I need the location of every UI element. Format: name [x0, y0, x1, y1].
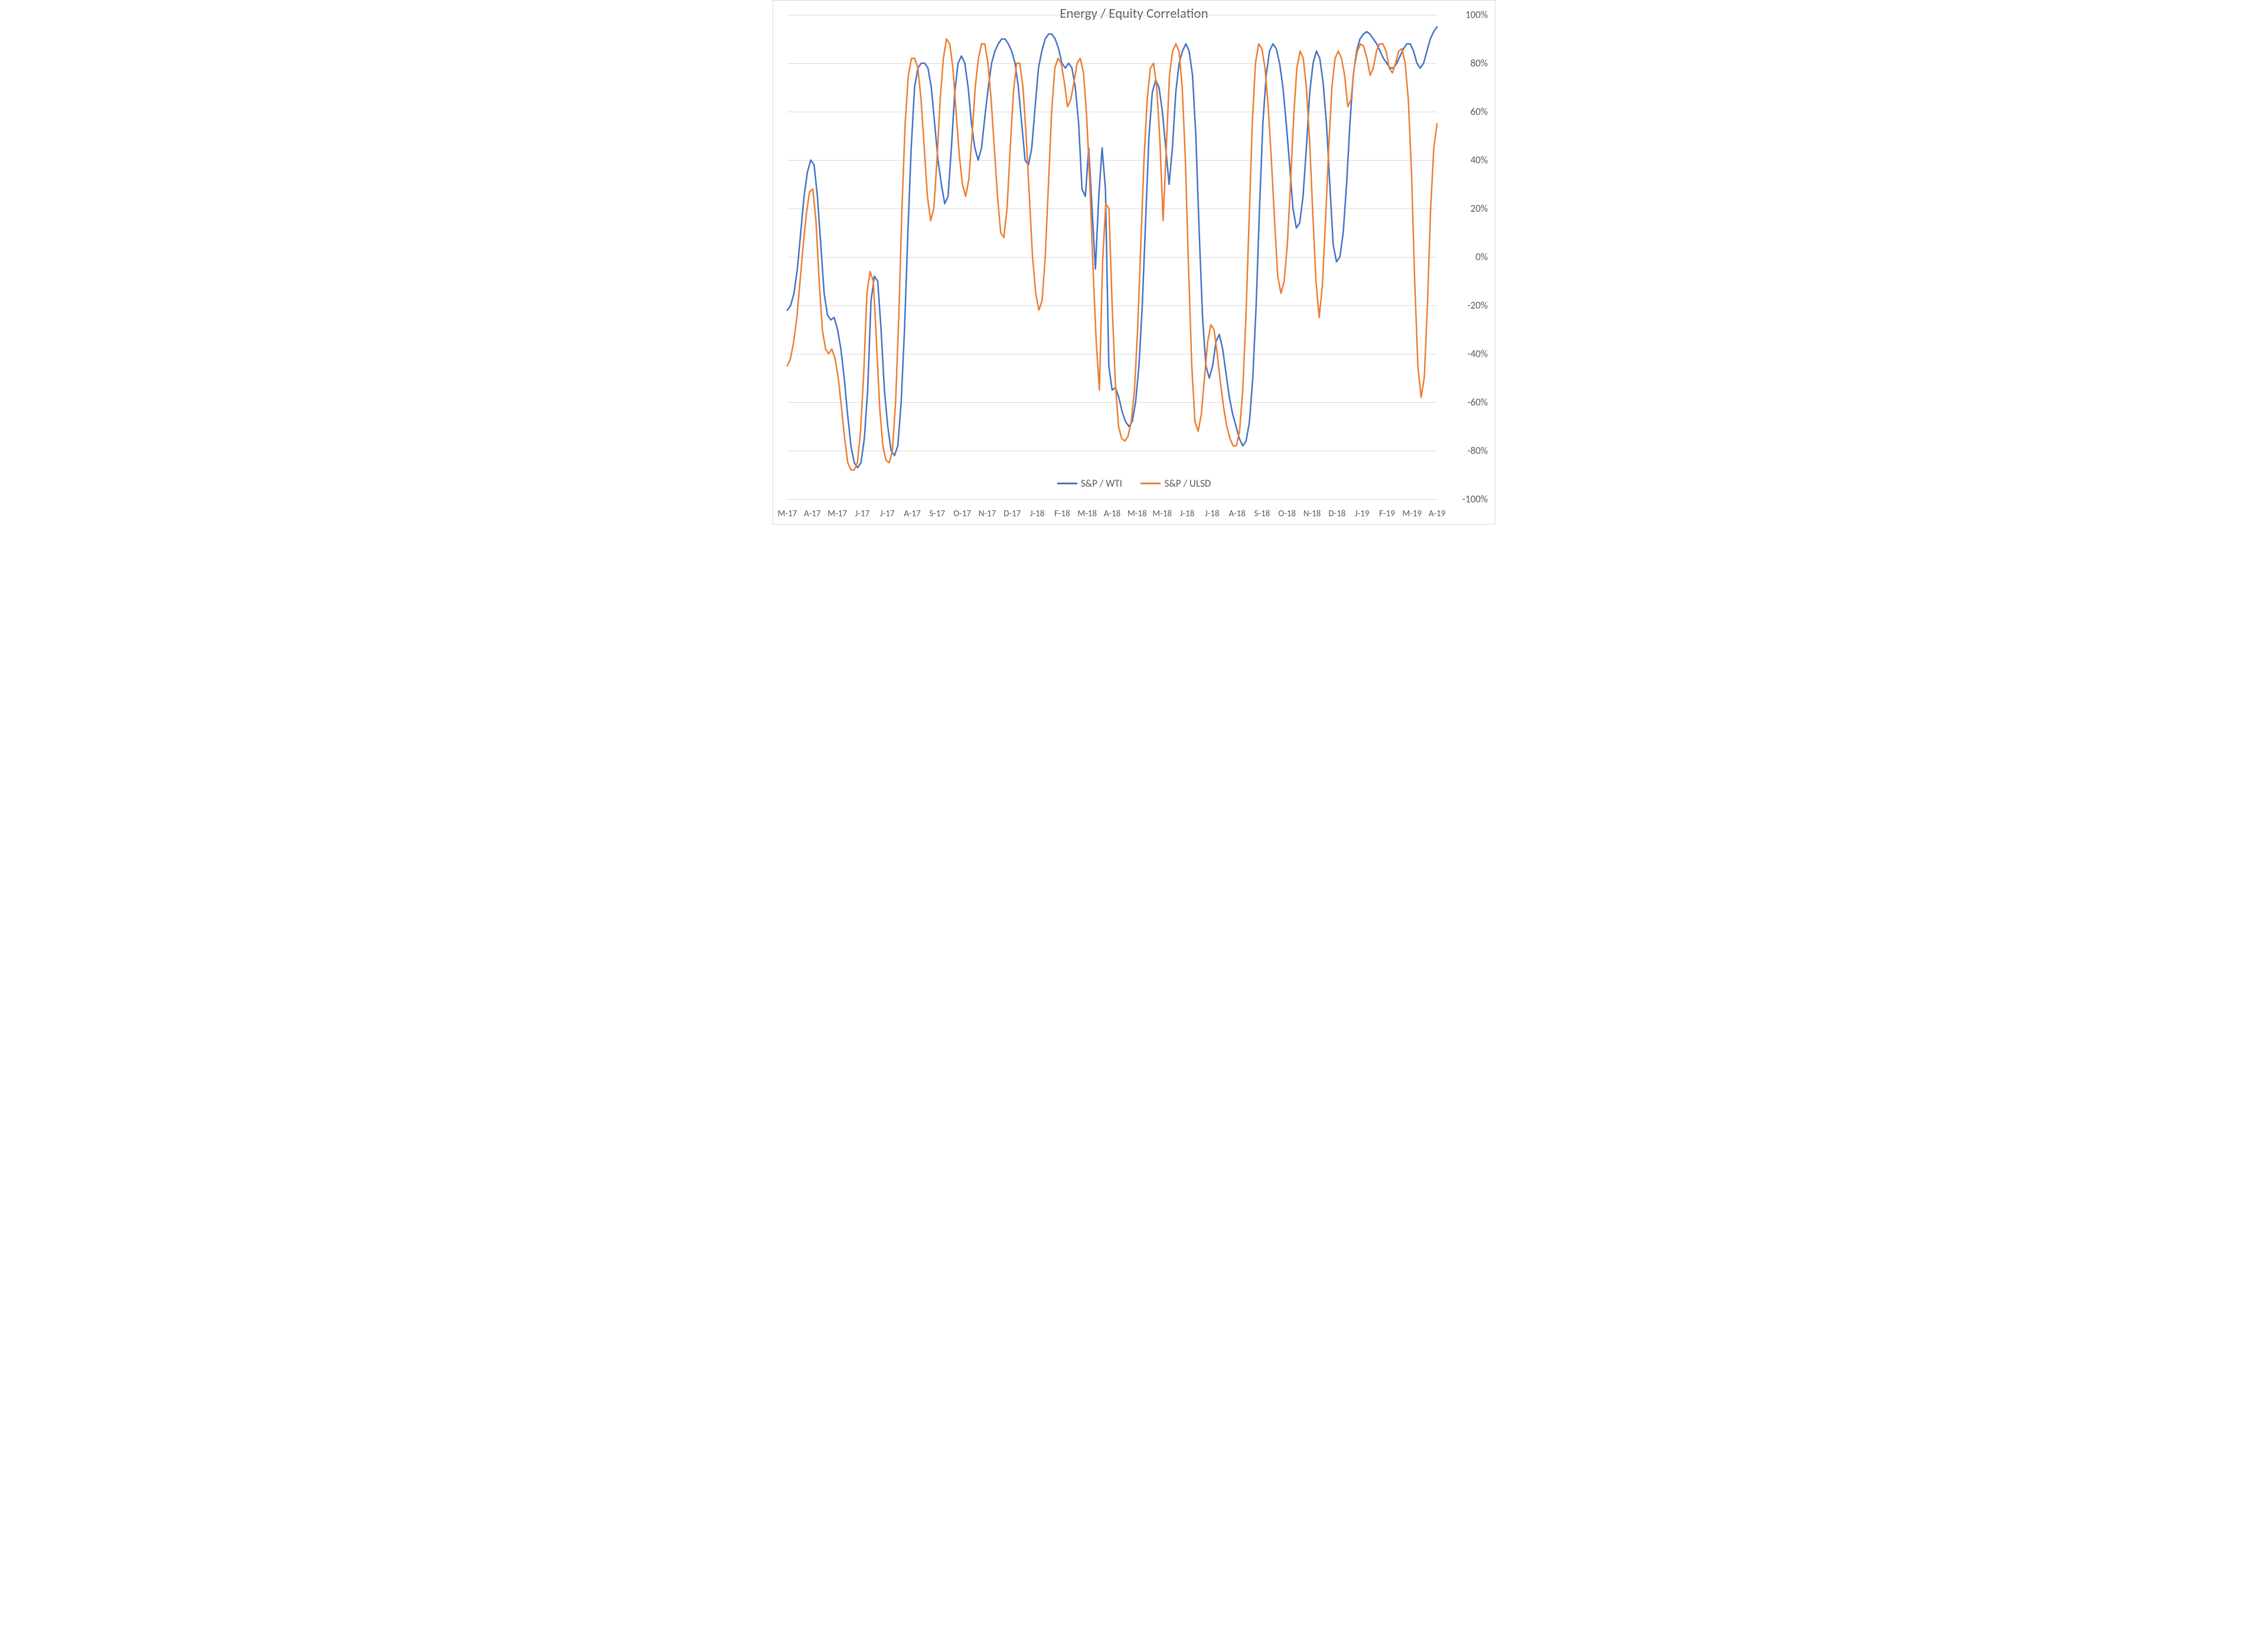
y-tick-label: -20%	[1467, 299, 1488, 312]
x-tick-label: M-18	[1128, 509, 1147, 519]
x-tick-label: A-17	[804, 509, 820, 519]
x-tick-label: D-17	[1003, 509, 1021, 519]
legend-label-wti: S&P / WTI	[1081, 477, 1122, 490]
x-tick-label: J-19	[1355, 509, 1370, 519]
x-tick-label: M-18	[1152, 509, 1172, 519]
x-tick-label: O-17	[953, 509, 971, 519]
y-tick-label: -60%	[1467, 396, 1488, 409]
x-tick-label: S-18	[1254, 509, 1270, 519]
x-tick-label: A-18	[1104, 509, 1120, 519]
x-tick-label: M-17	[778, 509, 797, 519]
x-tick-label: A-18	[1228, 509, 1245, 519]
y-tick-label: 20%	[1471, 203, 1488, 215]
y-tick-label: 40%	[1471, 154, 1488, 167]
chart-container: Energy / Equity Correlation 100%80%60%40…	[773, 0, 1495, 525]
x-tick-label: M-19	[1402, 509, 1422, 519]
legend-item-wti: S&P / WTI	[1057, 477, 1122, 490]
x-tick-label: M-17	[827, 509, 847, 519]
y-tick-label: 80%	[1471, 57, 1488, 70]
legend-label-ulsd: S&P / ULSD	[1164, 477, 1211, 490]
x-axis: M-17A-17M-17J-17J-17A-17S-17O-17N-17D-17…	[787, 509, 1437, 520]
x-tick-label: M-18	[1077, 509, 1097, 519]
y-tick-label: 60%	[1471, 106, 1488, 118]
x-tick-label: F-18	[1054, 509, 1070, 519]
plot-area	[787, 15, 1437, 499]
x-tick-label: N-18	[1304, 509, 1321, 519]
y-tick-label: -100%	[1462, 493, 1488, 506]
x-tick-label: N-17	[979, 509, 996, 519]
x-tick-label: J-18	[1205, 509, 1220, 519]
legend: S&P / WTI S&P / ULSD	[773, 476, 1495, 490]
x-tick-label: F-19	[1379, 509, 1395, 519]
x-tick-label: J-18	[1030, 509, 1045, 519]
legend-item-ulsd: S&P / ULSD	[1140, 477, 1211, 490]
y-tick-label: 0%	[1475, 251, 1488, 263]
x-tick-label: J-18	[1180, 509, 1195, 519]
x-tick-label: A-19	[1429, 509, 1445, 519]
legend-swatch-wti	[1057, 483, 1077, 484]
x-tick-label: A-17	[904, 509, 920, 519]
gridline	[787, 499, 1437, 500]
legend-swatch-ulsd	[1140, 483, 1161, 484]
line-series-svg	[787, 15, 1437, 499]
y-tick-label: 100%	[1465, 9, 1488, 21]
y-tick-label: -80%	[1467, 445, 1488, 457]
x-tick-label: S-17	[930, 509, 946, 519]
series-line	[787, 27, 1437, 468]
x-tick-label: O-18	[1278, 509, 1296, 519]
x-tick-label: J-17	[855, 509, 870, 519]
x-tick-label: D-18	[1328, 509, 1345, 519]
x-tick-label: J-17	[880, 509, 895, 519]
y-tick-label: -40%	[1467, 348, 1488, 360]
